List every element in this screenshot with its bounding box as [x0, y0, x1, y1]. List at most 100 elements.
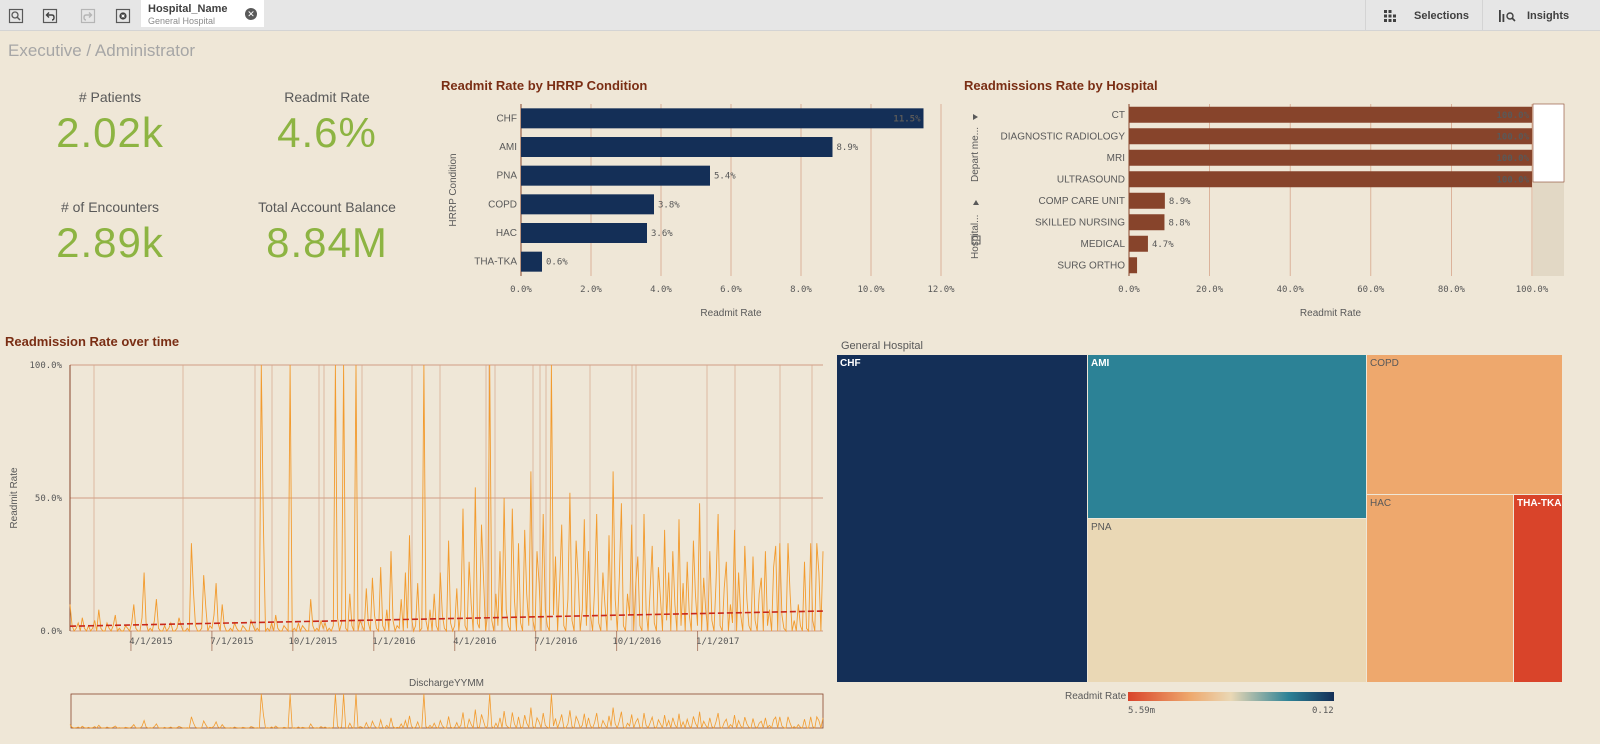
x-tick-label: 8.0% — [790, 285, 812, 295]
toolbar: Hospital_Name General Hospital ✕ Selecti… — [0, 0, 1600, 31]
category-label: SKILLED NURSING — [1035, 217, 1125, 228]
y-tick-label: 50.0% — [35, 494, 63, 504]
treemap-cell-label: THA-TKA — [1517, 498, 1562, 509]
sheet-title: Executive / Administrator — [8, 41, 196, 60]
x-tick-label: 1/1/2016 — [372, 637, 415, 647]
data-label: 5.4% — [714, 172, 736, 182]
hospital-bar-chart[interactable]: 0.0% 20.0% 40.0% 60.0% 80.0% 100.0% Depart me.… — [964, 96, 1600, 331]
selection-field-label: Hospital_Name — [148, 3, 228, 15]
x-tick-label: 0.0% — [1118, 285, 1140, 295]
category-label: AMI — [499, 142, 517, 153]
selection-value-label: General Hospital — [148, 16, 216, 26]
x-tick-label: 10.0% — [857, 285, 885, 295]
bar — [1129, 192, 1165, 209]
category-label: PNA — [496, 171, 517, 182]
bar — [1129, 149, 1532, 166]
y-tick-label: 100.0% — [29, 361, 62, 371]
x-tick-label: 1/1/2017 — [696, 637, 739, 647]
kpi-encounters[interactable]: # of Encounters 2.89k — [10, 199, 210, 267]
insights-label: Insights — [1527, 9, 1570, 22]
data-label: 0.6% — [546, 258, 568, 268]
data-label: 3.6% — [651, 229, 673, 239]
data-label: 100.0% — [1496, 154, 1529, 164]
data-label: 3.8% — [658, 200, 680, 210]
category-label: SURG ORTHO — [1057, 260, 1125, 271]
data-label: 8.8% — [1168, 218, 1190, 228]
category-label: HAC — [496, 228, 517, 239]
clear-selection-close-icon[interactable]: ✕ — [245, 8, 257, 20]
x-tick-label: 4/1/2016 — [453, 637, 496, 647]
treemap-title: General Hospital — [841, 340, 923, 352]
treemap-cell-label: PNA — [1091, 522, 1112, 533]
treemap-legend-gradient — [1128, 692, 1334, 701]
data-label: 100.0% — [1496, 175, 1529, 185]
x-tick-label: 100.0% — [1516, 285, 1549, 295]
kpi-patients[interactable]: # Patients 2.02k — [10, 89, 210, 157]
condition-treemap[interactable]: CHF AMI PNA COPD HAC THA-TKA — [837, 355, 1562, 682]
treemap-cell[interactable]: THA-TKA — [1514, 495, 1562, 682]
expand-right-icon — [973, 114, 978, 120]
x-tick-label: 2.0% — [580, 285, 602, 295]
hrrp-chart-title: Readmit Rate by HRRP Condition — [441, 78, 648, 93]
treemap-cell[interactable]: COPD — [1367, 355, 1562, 494]
dimension-hospital-label: Hospital... — [970, 215, 981, 259]
category-label: DIAGNOSTIC RADIOLOGY — [1001, 131, 1126, 142]
kpi-balance-label: Total Account Balance — [258, 199, 396, 215]
treemap-cell-label: HAC — [1370, 498, 1392, 509]
bar — [1129, 106, 1532, 123]
insights-icon — [1499, 9, 1516, 22]
category-label: COMP CARE UNIT — [1039, 196, 1126, 207]
smart-search-icon[interactable] — [3, 4, 29, 28]
category-label: ULTRASOUND — [1057, 174, 1125, 185]
bar — [1129, 214, 1165, 231]
kpi-account-balance[interactable]: Total Account Balance 8.84M — [227, 199, 427, 267]
bar — [1129, 171, 1532, 188]
bar — [521, 108, 924, 129]
y-axis-title: Readmit Rate — [9, 467, 20, 529]
bar — [521, 165, 710, 186]
y-axis-title: HRRP Condition — [448, 153, 459, 226]
y-tick-label: 0.0% — [40, 627, 62, 637]
kpi-readmit-rate[interactable]: Readmit Rate 4.6% — [227, 89, 427, 157]
bar — [1129, 235, 1148, 252]
collapse-up-icon — [973, 200, 979, 205]
treemap-cell[interactable]: AMI — [1088, 355, 1366, 518]
selection-chip-hospital-name[interactable]: Hospital_Name General Hospital ✕ — [141, 0, 264, 30]
treemap-cell-label: AMI — [1091, 358, 1110, 369]
data-label: 8.9% — [837, 143, 859, 153]
bar — [1129, 257, 1138, 274]
x-tick-label: 7/1/2015 — [210, 637, 253, 647]
bar — [521, 251, 542, 272]
kpi-patients-value: 2.02k — [56, 109, 164, 156]
x-tick-label: 7/1/2016 — [534, 637, 577, 647]
x-axis-title: Readmit Rate — [1300, 308, 1362, 319]
treemap-cell[interactable]: HAC — [1367, 495, 1513, 682]
kpi-readmit-label: Readmit Rate — [284, 89, 370, 105]
selections-button[interactable]: Selections — [1365, 0, 1482, 31]
category-label: THA-TKA — [474, 257, 517, 268]
hrrp-bar-chart[interactable]: 0.0% 2.0% 4.0% 6.0% 8.0% 10.0% 12.0% CHF 11.5% AM… — [440, 96, 960, 331]
drill-icon — [971, 235, 981, 245]
step-forward-icon[interactable] — [75, 4, 101, 28]
category-label: COPD — [488, 199, 517, 210]
data-label: 11.5% — [893, 114, 921, 124]
bar — [521, 137, 833, 157]
insights-button[interactable]: Insights — [1482, 0, 1600, 31]
step-back-icon[interactable] — [37, 4, 63, 28]
kpi-patients-label: # Patients — [78, 89, 142, 105]
bar — [1129, 128, 1532, 145]
readmission-line-chart[interactable]: 0.0% 50.0% 100.0% 4/1/2015 7/1/2015 10/1/2015… — [0, 352, 832, 744]
clear-selections-icon[interactable] — [110, 4, 136, 28]
kpi-balance-value: 8.84M — [266, 219, 388, 266]
kpi-readmit-value: 4.6% — [277, 109, 377, 156]
dimension-department-label: Depart me... — [970, 127, 981, 182]
navigator-series-line — [69, 693, 824, 730]
treemap-cell[interactable]: PNA — [1088, 519, 1366, 682]
bar — [521, 223, 647, 243]
x-axis-title: DischargeYYMM — [409, 678, 484, 689]
kpi-encounters-label: # of Encounters — [60, 199, 160, 215]
treemap-cell[interactable]: CHF — [837, 355, 1087, 682]
treemap-legend-title: Readmit Rate — [1065, 691, 1127, 702]
x-tick-label: 80.0% — [1438, 285, 1466, 295]
x-tick-label: 60.0% — [1357, 285, 1385, 295]
